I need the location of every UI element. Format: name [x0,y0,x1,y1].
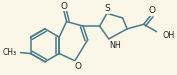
Text: S: S [104,4,110,13]
Text: O: O [74,62,81,71]
Text: NH: NH [110,41,121,50]
Text: CH₃: CH₃ [3,48,17,57]
Text: OH: OH [162,31,174,40]
Text: O: O [60,2,67,10]
Text: O: O [149,6,155,15]
